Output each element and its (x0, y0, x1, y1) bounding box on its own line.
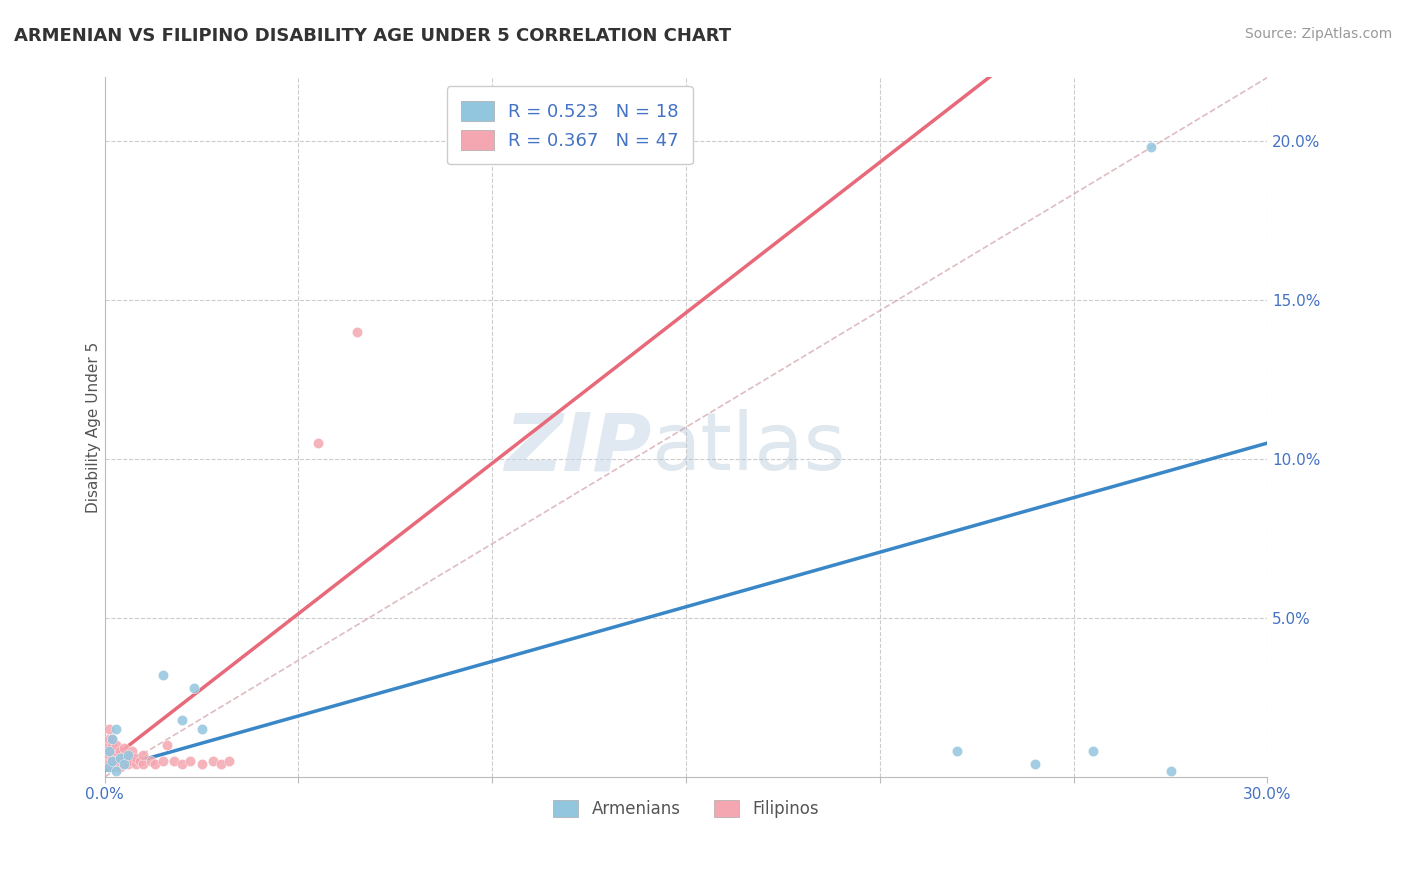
Point (108, 744, 131, 758)
Point (152, 754, 174, 768)
Point (172, 757, 194, 772)
Point (97, 747, 120, 762)
Point (121, 754, 143, 768)
Legend: Armenians, Filipinos: Armenians, Filipinos (547, 793, 825, 824)
Point (108, 751, 131, 765)
Point (97, 760, 120, 774)
Point (141, 754, 163, 768)
Point (218, 754, 240, 768)
Point (125, 751, 148, 765)
Point (97, 744, 120, 758)
Point (1024, 757, 1046, 772)
Point (97, 744, 120, 758)
Point (97, 754, 120, 768)
Point (132, 747, 155, 762)
Point (105, 764, 128, 778)
Point (112, 741, 135, 756)
Point (108, 754, 131, 768)
Point (1160, 764, 1182, 778)
Point (105, 757, 128, 772)
Point (128, 754, 150, 768)
Point (101, 731, 124, 746)
Text: ARMENIAN VS FILIPINO DISABILITY AGE UNDER 5 CORRELATION CHART: ARMENIAN VS FILIPINO DISABILITY AGE UNDE… (14, 27, 731, 45)
Point (121, 744, 143, 758)
Point (112, 754, 135, 768)
Point (105, 738, 128, 752)
Point (101, 744, 124, 758)
Point (112, 747, 135, 762)
Point (346, 325, 368, 339)
Point (946, 744, 969, 758)
Point (112, 757, 135, 772)
Point (172, 713, 194, 727)
Point (97, 757, 120, 772)
Point (105, 722, 128, 736)
Point (117, 747, 139, 762)
Point (101, 754, 124, 768)
Point (101, 731, 124, 746)
Point (163, 754, 186, 768)
Point (307, 436, 329, 450)
Point (209, 757, 232, 772)
Point (190, 757, 212, 772)
Point (125, 757, 148, 772)
Point (179, 754, 201, 768)
Point (1140, 140, 1163, 154)
Point (112, 757, 135, 772)
Point (1081, 744, 1104, 758)
Point (101, 738, 124, 752)
Point (101, 760, 124, 774)
Point (190, 722, 212, 736)
Text: atlas: atlas (651, 409, 845, 487)
Text: ZIP: ZIP (503, 409, 651, 487)
Text: Source: ZipAtlas.com: Source: ZipAtlas.com (1244, 27, 1392, 41)
Point (97, 731, 120, 746)
Point (108, 751, 131, 765)
Point (143, 757, 166, 772)
Point (183, 681, 205, 695)
Point (101, 751, 124, 765)
Point (117, 757, 139, 772)
Point (117, 751, 139, 765)
Y-axis label: Disability Age Under 5: Disability Age Under 5 (86, 342, 101, 513)
Point (97, 722, 120, 736)
Point (152, 668, 174, 682)
Point (132, 757, 155, 772)
Point (156, 738, 179, 752)
Point (202, 754, 225, 768)
Point (108, 760, 131, 774)
Point (105, 754, 128, 768)
Point (105, 751, 128, 765)
Point (105, 744, 128, 758)
Point (97, 738, 120, 752)
